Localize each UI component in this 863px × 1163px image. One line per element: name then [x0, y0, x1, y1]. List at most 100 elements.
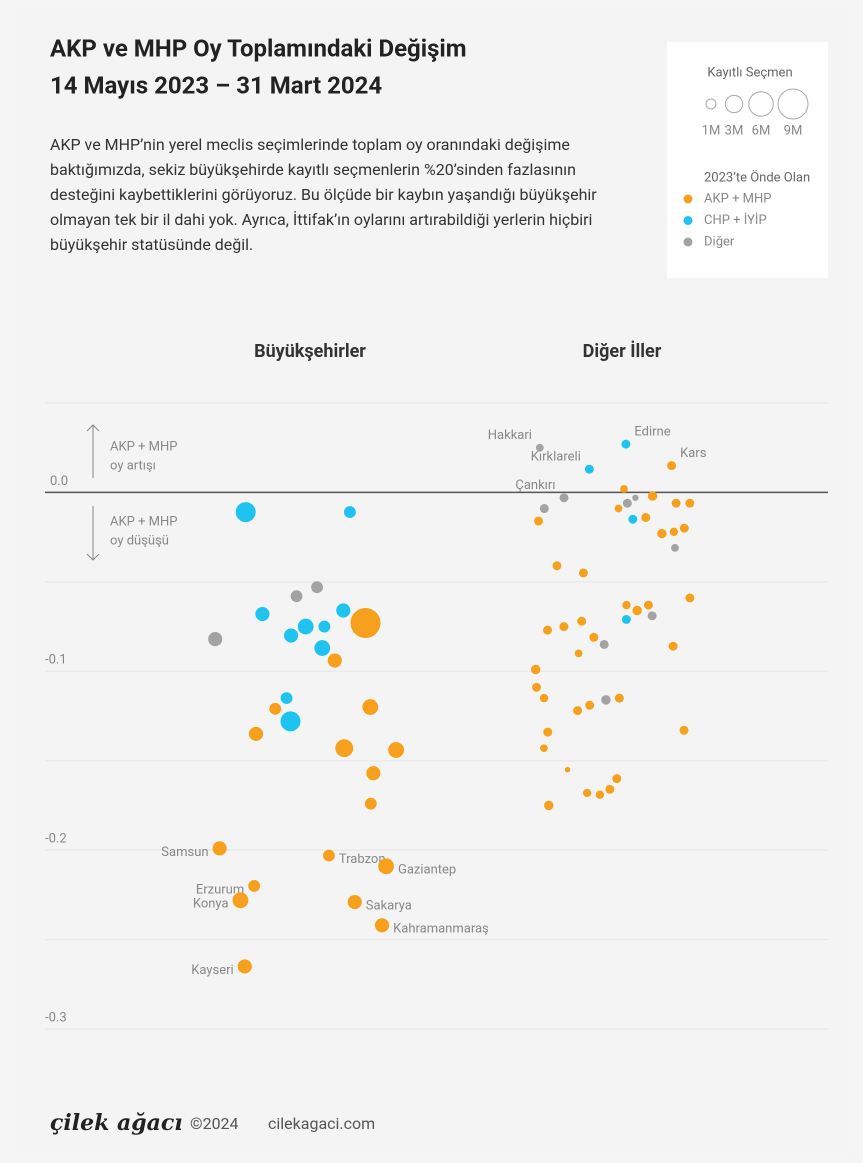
- dot: [621, 439, 631, 449]
- dot: [657, 528, 667, 539]
- dot: [647, 491, 658, 501]
- dot: [366, 766, 381, 781]
- dot: [543, 625, 552, 635]
- size-legend-circle: [705, 98, 717, 110]
- dot: [540, 744, 548, 753]
- annotation: AKP + MHP: [110, 514, 178, 529]
- brand: çilek ağacı: [50, 1110, 183, 1136]
- dot: [559, 493, 569, 503]
- dot: [679, 523, 689, 533]
- size-legend-circle: [748, 91, 774, 117]
- dot: [669, 527, 679, 536]
- dot-label: Kahramanmaraş: [393, 922, 489, 937]
- dot: [248, 879, 261, 892]
- group-legend-title: 2023’te Önde Olan: [704, 169, 810, 185]
- dot: [585, 700, 595, 710]
- legend-label: CHP + İYİP: [704, 212, 767, 228]
- dot: [685, 593, 695, 603]
- dot: [318, 620, 331, 633]
- dot: [280, 692, 293, 705]
- size-legend-circle: [777, 88, 809, 120]
- dot: [255, 606, 270, 622]
- dot: [290, 590, 303, 603]
- panel-title: Diğer İller: [583, 340, 662, 362]
- annotation: oy artışı: [110, 458, 156, 473]
- dot: [679, 725, 689, 735]
- dot: [573, 706, 583, 716]
- dot: [350, 607, 381, 638]
- panel-title: Büyükşehirler: [254, 341, 366, 362]
- annotation: oy düşüşü: [110, 533, 169, 548]
- dot: [323, 849, 335, 862]
- dot: [297, 618, 314, 635]
- size-legend-circle: [724, 94, 744, 114]
- dot-label: Trabzon: [339, 852, 386, 867]
- legend-label: AKP + MHP: [704, 191, 772, 206]
- dot: [364, 797, 377, 810]
- arrow-up: [86, 424, 100, 478]
- dot: [232, 892, 249, 909]
- dot: [314, 640, 331, 656]
- dot: [388, 742, 405, 758]
- y-tick-label: -0.2: [45, 832, 67, 847]
- dot-label: Konya: [193, 897, 229, 912]
- dot: [578, 568, 588, 578]
- dot-label: Çankırı: [515, 478, 555, 493]
- dot: [539, 693, 549, 703]
- dot: [237, 959, 252, 974]
- dot: [212, 841, 227, 856]
- dot: [235, 502, 256, 523]
- dot: [530, 664, 541, 675]
- size-legend-label: 3M: [725, 123, 744, 138]
- dot: [559, 622, 569, 632]
- dot: [574, 649, 583, 658]
- dot: [248, 726, 264, 741]
- legend-swatch: [683, 237, 693, 247]
- dot: [614, 504, 623, 513]
- dot: [622, 600, 631, 610]
- legend-swatch: [683, 216, 693, 225]
- annotation: AKP + MHP: [110, 439, 178, 454]
- y-tick-label: -0.3: [45, 1010, 67, 1025]
- y-tick-label: 0.0: [50, 474, 68, 489]
- dot: [605, 784, 615, 794]
- size-legend-title: Kayıtlı Seçmen: [707, 65, 792, 80]
- legend-swatch: [683, 194, 693, 204]
- dot: [685, 498, 695, 508]
- dot-label: Edirne: [634, 425, 670, 440]
- dot: [577, 616, 587, 626]
- dot: [601, 695, 611, 705]
- arrow-down: [86, 506, 100, 561]
- dot: [311, 581, 323, 594]
- dot: [582, 788, 592, 798]
- dot-label: Samsun: [161, 845, 208, 860]
- dot: [335, 739, 354, 758]
- dot: [632, 605, 642, 616]
- y-tick-label: -0.1: [45, 653, 67, 668]
- dot: [362, 699, 379, 715]
- dot: [614, 693, 624, 703]
- dot-label: Hakkari: [488, 428, 532, 443]
- dot: [539, 504, 549, 513]
- dot: [336, 603, 351, 618]
- dot: [347, 894, 362, 910]
- dot: [284, 628, 299, 643]
- size-legend-label: 9M: [784, 123, 803, 138]
- legend-box: [667, 42, 828, 278]
- dot: [343, 506, 356, 519]
- dot: [208, 632, 223, 647]
- dot: [552, 561, 562, 571]
- dot: [671, 498, 681, 508]
- dot-label: Kayseri: [191, 963, 233, 978]
- dot: [532, 682, 542, 692]
- dot: [668, 641, 678, 651]
- arrows: [86, 424, 100, 561]
- legend-label: Diğer: [704, 234, 735, 249]
- dot: [647, 611, 657, 621]
- dot: [378, 858, 394, 875]
- dot: [599, 639, 609, 649]
- dot: [671, 544, 679, 552]
- size-legend-label: 1M: [702, 123, 721, 138]
